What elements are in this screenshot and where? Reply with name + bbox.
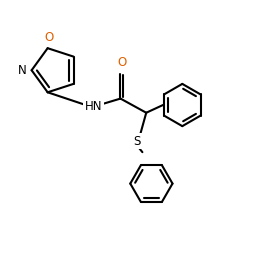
Text: HN: HN <box>85 100 102 113</box>
Text: O: O <box>44 31 54 44</box>
Text: O: O <box>117 57 126 70</box>
Text: S: S <box>134 135 141 148</box>
Text: N: N <box>18 64 27 77</box>
